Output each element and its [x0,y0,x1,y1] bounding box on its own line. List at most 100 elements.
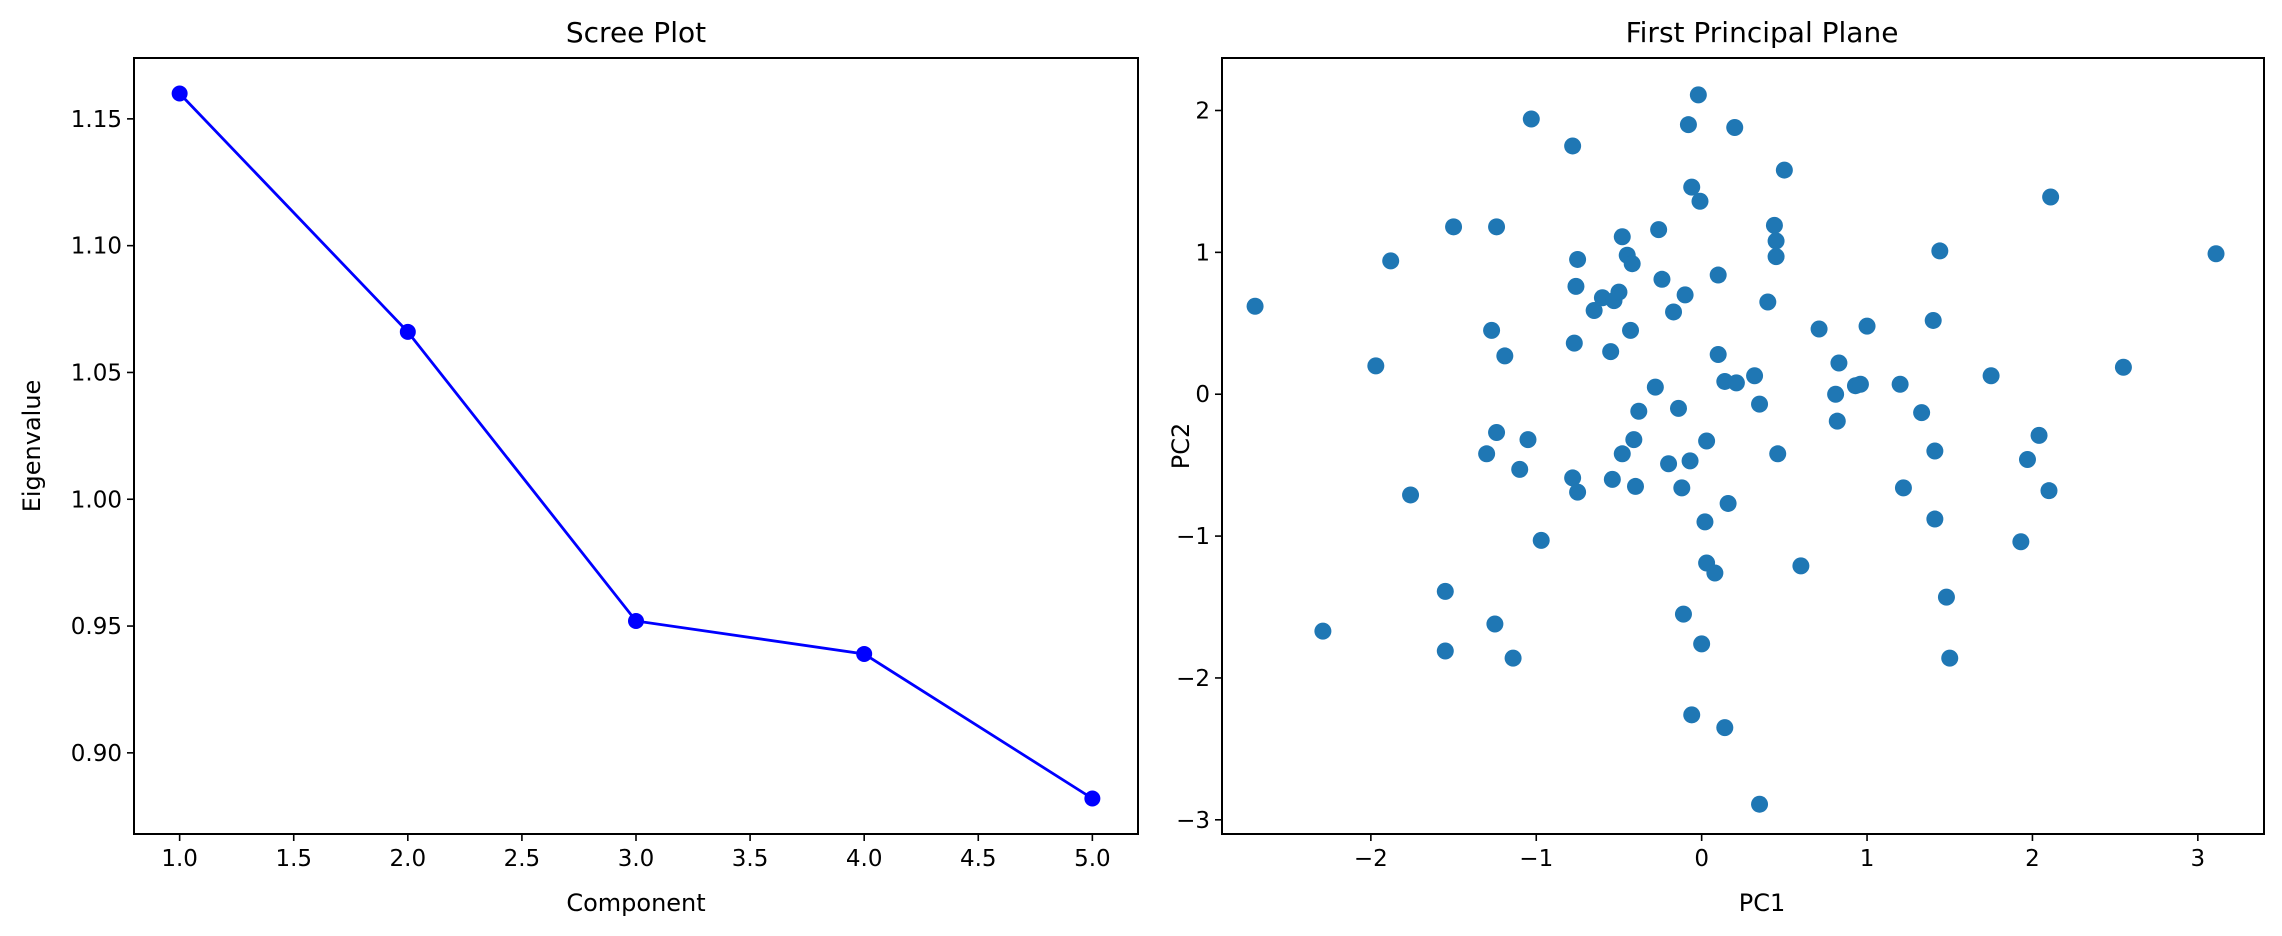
principal-plane-point [1630,402,1648,420]
principal-plane-x-tick-label: 1 [1860,846,1875,872]
principal-plane-point [1792,557,1810,575]
scree-plot-point [1084,790,1101,807]
principal-plane-point [1402,486,1420,504]
principal-plane-point [1751,395,1769,413]
principal-plane-point [1828,412,1846,430]
principal-plane-point [1519,431,1537,449]
scree-plot-y-tick-label: 1.10 [71,234,122,260]
principal-plane-point [1488,218,1506,236]
principal-plane-x-ticks: −2 −1 0 1 2 3 [1354,834,2205,872]
scree-plot-y-ticks: 0.90 0.95 1.00 1.05 1.10 1.15 [71,107,134,767]
principal-plane-point [1719,494,1737,512]
principal-plane-point [2012,533,2030,551]
scree-plot-x-tick-label: 5.0 [1074,846,1111,872]
principal-plane-y-tick-label: −2 [1176,666,1210,692]
principal-plane-point [1681,452,1699,470]
principal-plane-point [1532,531,1550,549]
principal-plane-point [1775,161,1793,179]
principal-plane-x-tick-label: 2 [2025,846,2040,872]
principal-plane-point [1585,302,1603,320]
principal-plane-point [1693,635,1711,653]
principal-plane-frame [1221,57,2265,835]
principal-plane-x-tick-label: −2 [1354,846,1388,872]
scree-plot-marks [171,85,1101,807]
principal-plane-point [1626,477,1644,495]
principal-plane-point [1709,345,1727,363]
principal-plane-point [1660,455,1678,473]
principal-plane-point [1759,293,1777,311]
principal-plane-point [1709,266,1727,284]
principal-plane-point [1767,232,1785,250]
principal-plane-y-tick-label: 0 [1195,382,1210,408]
principal-plane-point [1488,424,1506,442]
principal-plane-point [1445,218,1463,236]
principal-plane-point [1913,404,1931,422]
principal-plane-point [1314,622,1332,640]
principal-plane-point [1567,277,1585,295]
principal-plane-point [1683,178,1701,196]
principal-plane-point [1486,615,1504,633]
scree-plot-x-tick-label: 4.5 [960,846,997,872]
principal-plane-point [1751,795,1769,813]
scree-plot-x-tick-label: 4.0 [846,846,883,872]
principal-plane-panel: First Principal Plane −2 −1 0 1 2 3 −3 −2 −1 0 1 2… [1167,16,2265,917]
principal-plane-point [1564,469,1582,487]
principal-plane-point [1367,357,1385,375]
principal-plane-point [1706,564,1724,582]
principal-plane-x-tick-label: −1 [1519,846,1553,872]
principal-plane-point [1653,270,1671,288]
principal-plane-point [2207,245,2225,263]
principal-plane-point [1769,445,1787,463]
scree-plot-point [399,323,416,340]
principal-plane-point [1382,252,1400,270]
principal-plane-point [1613,445,1631,463]
principal-plane-point [1622,321,1640,339]
scree-plot-x-tick-label: 2.5 [504,846,541,872]
principal-plane-point [1646,378,1664,396]
principal-plane-point [1610,283,1628,301]
scree-plot-x-tick-label: 1.0 [161,846,198,872]
principal-plane-point [1665,303,1683,321]
principal-plane-point [1650,221,1668,239]
principal-plane-point [1565,334,1583,352]
principal-plane-x-axis-label: PC1 [1739,889,1786,917]
principal-plane-point [2030,426,2048,444]
principal-plane-point [1602,343,1620,361]
principal-plane-marks [1246,86,2225,813]
principal-plane-point [1941,649,1959,667]
principal-plane-point [1830,354,1848,372]
principal-plane-point [2114,358,2132,376]
principal-plane-point [1625,431,1643,449]
principal-plane-point [1691,192,1709,210]
principal-plane-point [1569,483,1587,501]
principal-plane-point [1827,385,1845,403]
scree-plot-title: Scree Plot [566,16,706,49]
scree-plot-x-tick-label: 3.5 [732,846,769,872]
principal-plane-point [1673,479,1691,497]
scree-plot-x-axis-label: Component [566,889,705,917]
principal-plane-point [1851,375,1869,393]
scree-plot-x-tick-label: 1.5 [275,846,312,872]
principal-plane-point [1810,320,1828,338]
principal-plane-point [2042,188,2060,206]
scree-plot-point [856,645,873,662]
principal-plane-point [1894,479,1912,497]
scree-plot-panel: Scree Plot 1.0 1.5 2.0 2.5 3.0 3.5 4.0 4.5 5.0 0… [18,16,1139,917]
scree-plot-y-tick-label: 0.90 [71,741,122,767]
principal-plane-point [1924,311,1942,329]
principal-plane-point [1478,445,1496,463]
principal-plane-point [1679,116,1697,134]
principal-plane-point [1931,242,1949,260]
scree-plot-y-tick-label: 1.05 [71,360,122,386]
principal-plane-point [1765,216,1783,234]
principal-plane-point [1623,255,1641,273]
principal-plane-point [1937,588,1955,606]
principal-plane-point [1698,432,1716,450]
principal-plane-point [1727,374,1745,392]
principal-plane-point [1726,119,1744,137]
scree-plot-y-tick-label: 0.95 [71,614,122,640]
principal-plane-point [1858,317,1876,335]
principal-plane-point [1689,86,1707,104]
